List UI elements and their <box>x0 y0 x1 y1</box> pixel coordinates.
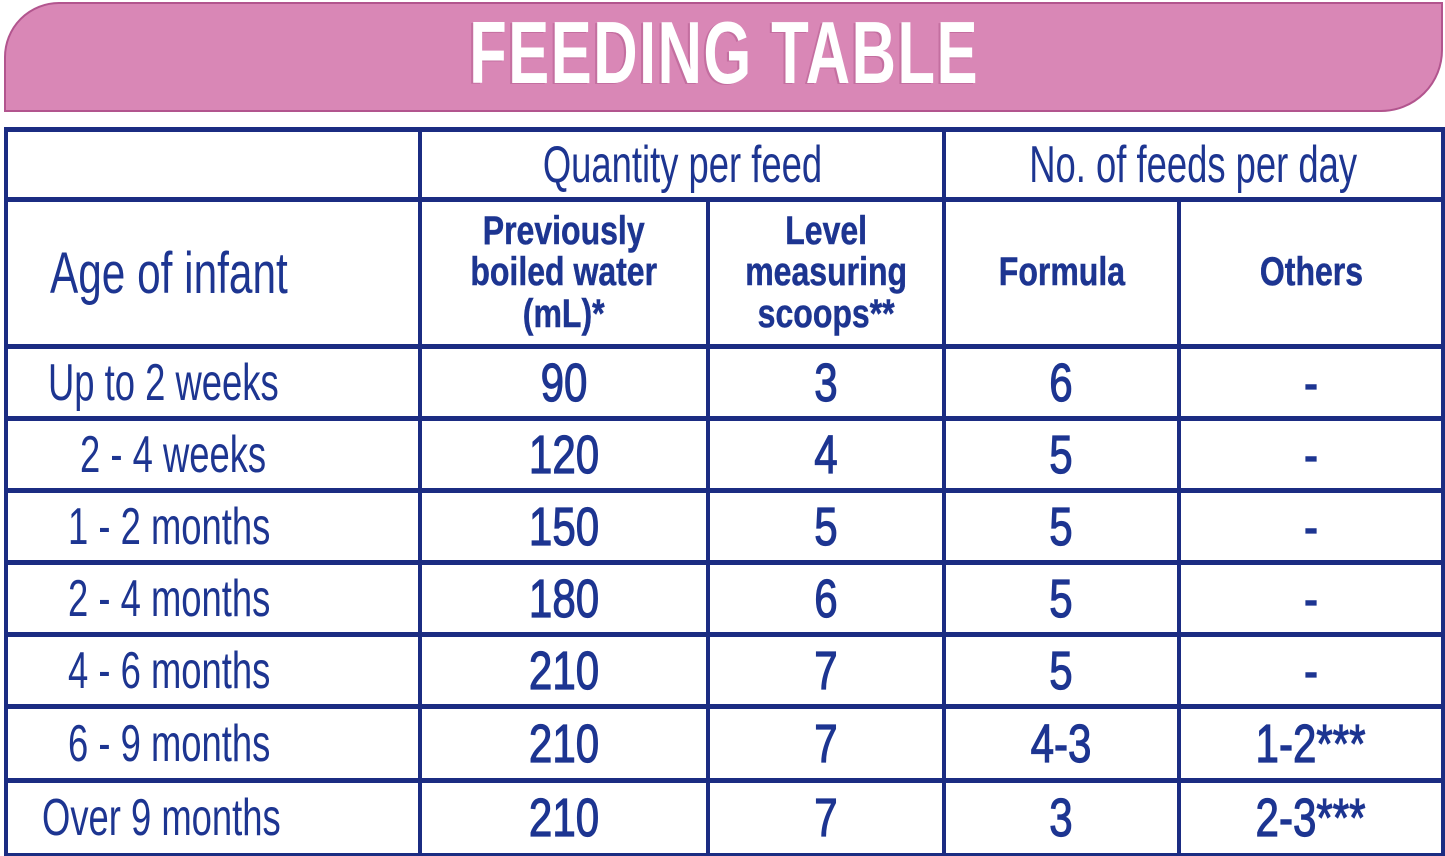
table-row: 6 - 9 months 210 7 4-3 1-2*** <box>4 704 1445 783</box>
banner: FEEDING TABLE <box>4 2 1443 112</box>
measuring-scoops-header-cell: Level measuring scoops** <box>705 197 947 349</box>
scoops-cell: 6 <box>814 568 838 629</box>
others-cell: - <box>1303 424 1319 485</box>
boiled-water-header-cell: Previously boiled water (mL)* <box>418 197 710 349</box>
formula-cell: 5 <box>1049 424 1074 485</box>
water-cell: 90 <box>540 352 588 413</box>
formula-cell: 5 <box>1049 568 1074 629</box>
scoops-cell: 7 <box>814 640 838 701</box>
feeds-per-day-header: No. of feeds per day <box>1029 135 1358 194</box>
corner-blank-cell <box>4 127 422 202</box>
others-cell: - <box>1303 568 1319 629</box>
water-cell: 120 <box>528 424 600 485</box>
formula-cell: 5 <box>1049 640 1074 701</box>
age-cell: 1 - 2 months <box>68 497 271 556</box>
age-cell: 2 - 4 months <box>68 569 271 628</box>
others-cell: - <box>1303 352 1319 413</box>
formula-cell: 4-3 <box>1031 713 1093 774</box>
feeds-per-day-header-cell: No. of feeds per day <box>942 127 1445 202</box>
age-cell: 4 - 6 months <box>68 641 271 700</box>
formula-cell: 6 <box>1049 352 1074 413</box>
quantity-per-feed-header-cell: Quantity per feed <box>417 127 947 202</box>
age-of-infant-header-cell: Age of infant <box>4 197 422 349</box>
water-cell: 210 <box>528 713 600 774</box>
table-row: Over 9 months 210 7 3 2-3*** <box>4 778 1445 856</box>
others-cell: 2-3*** <box>1255 787 1367 848</box>
others-header-cell: Others <box>1177 197 1445 349</box>
sub-header-row: Age of infant Previously boiled water (m… <box>4 197 1445 349</box>
formula-cell: 3 <box>1049 787 1074 848</box>
scoops-cell: 4 <box>814 424 838 485</box>
scoops-cell: 3 <box>814 352 838 413</box>
others-cell: - <box>1303 496 1319 557</box>
water-cell: 210 <box>528 787 600 848</box>
age-cell: Up to 2 weeks <box>48 353 279 412</box>
scoops-cell: 7 <box>814 787 838 848</box>
table-row: Up to 2 weeks 90 3 6 - <box>4 344 1445 421</box>
age-cell: Over 9 months <box>42 789 282 847</box>
others-cell: 1-2*** <box>1255 713 1367 774</box>
table-row: 2 - 4 months 180 6 5 - <box>4 560 1445 637</box>
table-row: 1 - 2 months 150 5 5 - <box>4 488 1445 565</box>
age-cell: 2 - 4 weeks <box>80 425 267 484</box>
formula-header-cell: Formula <box>942 197 1182 349</box>
age-cell: 6 - 9 months <box>68 714 271 773</box>
water-cell: 180 <box>528 568 600 629</box>
banner-title: FEEDING TABLE <box>468 2 979 102</box>
boiled-water-header: Previously boiled water (mL)* <box>470 208 658 336</box>
group-header-row: Quantity per feed No. of feeds per day <box>4 127 1445 202</box>
water-cell: 150 <box>528 496 600 557</box>
table-row: 4 - 6 months 210 7 5 - <box>4 632 1445 709</box>
age-of-infant-header: Age of infant <box>50 240 288 306</box>
quantity-per-feed-header: Quantity per feed <box>542 135 822 194</box>
formula-cell: 5 <box>1049 496 1074 557</box>
table-row: 2 - 4 weeks 120 4 5 - <box>4 416 1445 493</box>
scoops-cell: 5 <box>814 496 838 557</box>
others-cell: - <box>1303 640 1319 701</box>
measuring-scoops-header: Level measuring scoops** <box>745 208 907 336</box>
feeding-table: Quantity per feed No. of feeds per day A… <box>4 127 1445 856</box>
others-header: Others <box>1259 250 1363 295</box>
scoops-cell: 7 <box>814 713 838 774</box>
water-cell: 210 <box>528 640 600 701</box>
formula-header: Formula <box>998 250 1125 295</box>
